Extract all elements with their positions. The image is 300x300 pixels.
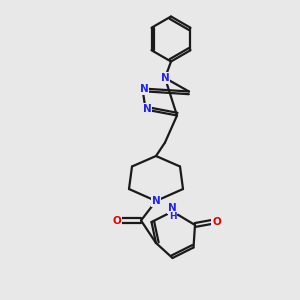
Text: N: N <box>140 83 148 94</box>
Text: N: N <box>152 196 160 206</box>
Text: N: N <box>142 104 152 115</box>
Text: H: H <box>169 212 176 221</box>
Text: N: N <box>168 203 177 213</box>
Text: O: O <box>212 217 221 227</box>
Text: O: O <box>112 215 122 226</box>
Text: N: N <box>160 73 169 83</box>
